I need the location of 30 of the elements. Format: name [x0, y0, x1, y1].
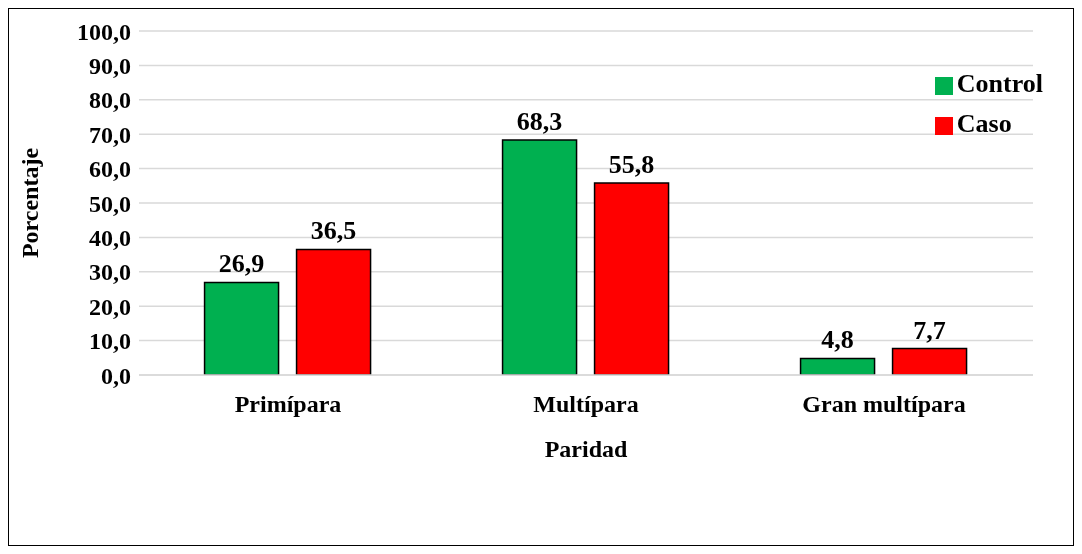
y-tick-label: 60,0	[89, 156, 131, 183]
legend-label: Control	[956, 69, 1043, 98]
x-axis-title: Paridad	[544, 436, 628, 462]
y-tick-label: 70,0	[89, 121, 131, 148]
x-tick-label: Gran multípara	[802, 391, 966, 418]
bar	[501, 139, 578, 375]
bar	[295, 248, 372, 375]
y-tick-label: 50,0	[89, 190, 131, 217]
y-tick-label: 80,0	[89, 87, 131, 114]
y-axis-title: Porcentaje	[16, 147, 43, 259]
x-tick-label: Primípara	[234, 391, 342, 418]
y-tick-label: 0,0	[101, 362, 131, 389]
legend-label: Caso	[956, 109, 1012, 138]
y-tick-label: 30,0	[89, 259, 131, 286]
bar	[203, 281, 280, 375]
data-label: 68,3	[516, 107, 563, 137]
y-tick-label: 40,0	[89, 224, 131, 251]
y-tick-label: 10,0	[89, 328, 131, 355]
bar	[593, 182, 670, 375]
y-tick-label: 100,0	[77, 18, 131, 45]
bar	[891, 347, 968, 375]
x-tick-label: Multípara	[533, 391, 639, 418]
data-label: 26,9	[218, 249, 265, 279]
bar	[799, 357, 876, 375]
y-tick-label: 20,0	[89, 293, 131, 320]
data-label: 55,8	[608, 150, 655, 180]
data-label: 36,5	[310, 216, 357, 246]
data-label: 4,8	[821, 325, 854, 355]
y-tick-label: 90,0	[89, 52, 131, 79]
data-label: 7,7	[913, 315, 946, 345]
